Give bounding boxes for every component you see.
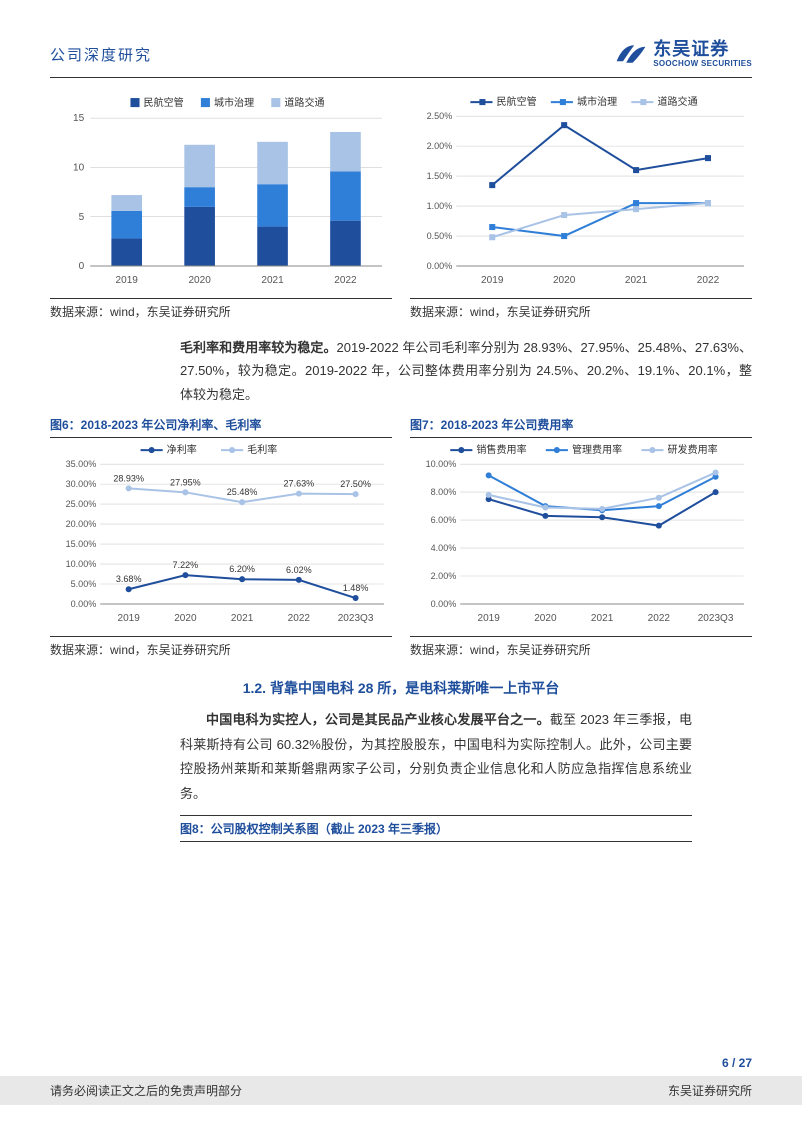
section-1-2-title: 1.2. 背靠中国电科 28 所，是电科莱斯唯一上市平台	[50, 678, 752, 698]
svg-text:2022: 2022	[334, 275, 357, 286]
logo-icon	[615, 40, 647, 68]
svg-text:2019: 2019	[477, 613, 500, 624]
svg-text:2020: 2020	[534, 613, 557, 624]
svg-text:3.68%: 3.68%	[116, 574, 142, 584]
svg-text:城市治理: 城市治理	[577, 95, 617, 108]
svg-text:0.00%: 0.00%	[427, 261, 453, 271]
svg-text:27.50%: 27.50%	[340, 479, 371, 489]
page-header: 公司深度研究 东吴证券 SOOCHOW SECURITIES	[50, 40, 752, 78]
svg-text:10.00%: 10.00%	[66, 559, 97, 569]
svg-text:10.00%: 10.00%	[426, 459, 457, 469]
page-number: 6 / 27	[50, 1056, 752, 1070]
svg-text:35.00%: 35.00%	[66, 459, 97, 469]
para2-bold: 中国电科为实控人，公司是其民品产业核心发展平台之一。	[206, 712, 550, 727]
paragraph-2: 中国电科为实控人，公司是其民品产业核心发展平台之一。截至 2023 年三季报，电…	[180, 708, 692, 807]
fig8-label: 图8：公司股权控制关系图（截止 2023 年三季报）	[180, 815, 692, 842]
svg-text:20.00%: 20.00%	[66, 519, 97, 529]
svg-text:0.50%: 0.50%	[427, 231, 453, 241]
svg-text:2.00%: 2.00%	[431, 571, 457, 581]
svg-text:研发费用率: 研发费用率	[668, 443, 718, 456]
svg-text:0: 0	[79, 261, 85, 272]
svg-text:2019: 2019	[117, 613, 140, 624]
doc-title: 公司深度研究	[50, 44, 152, 65]
svg-text:2020: 2020	[174, 613, 197, 624]
svg-text:25.00%: 25.00%	[66, 499, 97, 509]
svg-text:2.50%: 2.50%	[427, 111, 453, 121]
chart-source: 数据来源：wind，东吴证券研究所	[50, 636, 392, 662]
svg-text:2021: 2021	[591, 613, 614, 624]
svg-text:4.00%: 4.00%	[431, 543, 457, 553]
svg-text:1.48%: 1.48%	[343, 583, 369, 593]
svg-text:民航空管: 民航空管	[144, 96, 184, 109]
para1-bold: 毛利率和费用率较为稳定。	[180, 340, 337, 355]
svg-text:27.95%: 27.95%	[170, 477, 201, 487]
svg-text:民航空管: 民航空管	[497, 95, 537, 108]
svg-text:2019: 2019	[481, 275, 504, 286]
svg-text:28.93%: 28.93%	[113, 473, 144, 483]
logo-en: SOOCHOW SECURITIES	[653, 60, 752, 69]
svg-text:15: 15	[73, 113, 85, 124]
chart-source: 数据来源：wind，东吴证券研究所	[410, 636, 752, 662]
svg-text:1.50%: 1.50%	[427, 171, 453, 181]
svg-text:30.00%: 30.00%	[66, 479, 97, 489]
svg-text:2023Q3: 2023Q3	[338, 613, 374, 624]
svg-text:5: 5	[79, 211, 85, 222]
svg-text:8.00%: 8.00%	[431, 487, 457, 497]
svg-text:2022: 2022	[648, 613, 671, 624]
svg-text:道路交通: 道路交通	[284, 96, 324, 109]
page-footer: 6 / 27 请务必阅读正文之后的免责声明部分 东吴证券研究所	[0, 1056, 802, 1105]
svg-text:毛利率: 毛利率	[247, 443, 277, 456]
svg-text:2021: 2021	[261, 275, 284, 286]
svg-text:2020: 2020	[188, 275, 211, 286]
institute-name: 东吴证券研究所	[668, 1082, 752, 1099]
svg-text:销售费用率: 销售费用率	[476, 443, 526, 456]
line-chart-1: 民航空管 城市治理 道路交通 0.00% 0.50% 1.00% 1.50% 2.00% 2.5…	[410, 90, 752, 291]
svg-text:27.63%: 27.63%	[284, 478, 315, 488]
svg-text:7.22%: 7.22%	[173, 560, 199, 570]
paragraph-1: 毛利率和费用率较为稳定。2019-2022 年公司毛利率分别为 28.93%、2…	[180, 336, 752, 406]
svg-text:2.00%: 2.00%	[427, 141, 453, 151]
svg-text:2022: 2022	[288, 613, 311, 624]
line-chart-3: 销售费用率 管理费用率 研发费用率 0.00% 2.00% 4.00% 6.00% 8.00%…	[410, 438, 752, 629]
chart-source: 数据来源：wind，东吴证券研究所	[50, 298, 392, 324]
svg-text:1.00%: 1.00%	[427, 201, 453, 211]
svg-text:道路交通: 道路交通	[657, 95, 697, 108]
svg-text:6.02%: 6.02%	[286, 565, 312, 575]
svg-text:15.00%: 15.00%	[66, 539, 97, 549]
stacked-bar-chart: 民航空管 城市治理 道路交通 0 5 10 15 2019 2020 2021 2022	[50, 90, 392, 291]
fig6-label: 图6：2018-2023 年公司净利率、毛利率	[50, 416, 392, 438]
svg-text:5.00%: 5.00%	[71, 579, 97, 589]
chart-source: 数据来源：wind，东吴证券研究所	[410, 298, 752, 324]
logo-cn: 东吴证券	[653, 40, 752, 60]
svg-text:25.48%: 25.48%	[227, 487, 258, 497]
svg-text:2023Q3: 2023Q3	[698, 613, 734, 624]
svg-text:6.20%: 6.20%	[229, 564, 255, 574]
svg-text:净利率: 净利率	[167, 443, 197, 456]
svg-text:6.00%: 6.00%	[431, 515, 457, 525]
svg-text:2021: 2021	[625, 275, 648, 286]
svg-text:管理费用率: 管理费用率	[572, 443, 622, 456]
svg-text:2021: 2021	[231, 613, 254, 624]
company-logo: 东吴证券 SOOCHOW SECURITIES	[615, 40, 752, 69]
line-chart-2: 净利率 毛利率 0.00% 5.00% 10.00% 15.00% 20.00% 25.00%…	[50, 438, 392, 629]
svg-text:10: 10	[73, 162, 85, 173]
svg-text:0.00%: 0.00%	[431, 599, 457, 609]
svg-text:2019: 2019	[116, 275, 139, 286]
svg-text:城市治理: 城市治理	[214, 96, 254, 109]
svg-text:2020: 2020	[553, 275, 576, 286]
fig7-label: 图7：2018-2023 年公司费用率	[410, 416, 752, 438]
svg-text:0.00%: 0.00%	[71, 599, 97, 609]
svg-text:2022: 2022	[697, 275, 720, 286]
disclaimer-text: 请务必阅读正文之后的免责声明部分	[50, 1082, 242, 1099]
